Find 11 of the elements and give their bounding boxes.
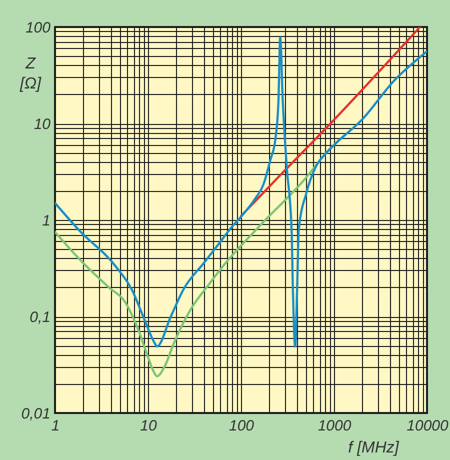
y-tick-label: 0,01	[21, 406, 50, 422]
y-tick-label: 0,1	[30, 309, 50, 326]
x-tick-label: 10	[140, 418, 158, 434]
y-tick-label: 1	[42, 212, 50, 230]
x-tick-label: 100	[228, 418, 255, 434]
y-axis-title: Z [Ω]	[18, 56, 42, 92]
x-tick-label: 10000	[406, 418, 450, 434]
x-tick-label: 1000	[318, 418, 352, 434]
y-tick-label: 100	[25, 20, 52, 36]
y-tick-label: 10	[34, 116, 52, 133]
x-axis-title: f [MHz]	[348, 440, 400, 456]
